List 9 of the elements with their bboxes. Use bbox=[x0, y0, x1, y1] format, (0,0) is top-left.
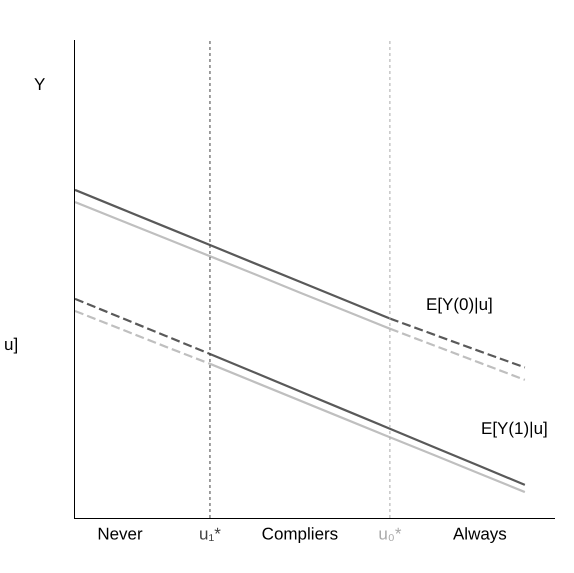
x-tick-label: Always bbox=[452, 524, 507, 544]
x-tick-label: Never bbox=[97, 524, 143, 544]
annotation: E[Y(1)|u] bbox=[481, 419, 548, 438]
x-tick-label: u₁* bbox=[199, 524, 222, 544]
text: u] bbox=[4, 335, 18, 354]
x-tick-label: Compliers bbox=[262, 524, 338, 544]
annotation: E[Y(0)|u] bbox=[426, 295, 493, 314]
x-tick-label: u₀* bbox=[378, 524, 402, 544]
text: Y bbox=[34, 75, 46, 94]
